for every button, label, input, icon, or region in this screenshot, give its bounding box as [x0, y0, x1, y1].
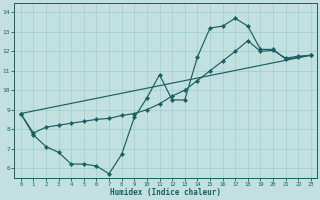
X-axis label: Humidex (Indice chaleur): Humidex (Indice chaleur): [110, 188, 221, 197]
